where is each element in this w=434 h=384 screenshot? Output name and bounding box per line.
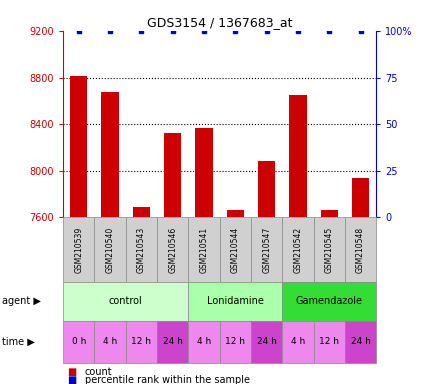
Text: 12 h: 12 h [131, 337, 151, 346]
Text: 4 h: 4 h [197, 337, 210, 346]
Bar [70, 76, 87, 217]
Bar [226, 210, 243, 217]
Bar [289, 95, 306, 217]
Text: GSM210547: GSM210547 [262, 227, 270, 273]
Bar [101, 92, 118, 217]
Text: GSM210546: GSM210546 [168, 227, 177, 273]
Bar [195, 128, 212, 217]
Text: GSM210543: GSM210543 [137, 227, 145, 273]
Text: GSM210544: GSM210544 [230, 227, 239, 273]
Text: Gamendazole: Gamendazole [295, 296, 362, 306]
Text: 24 h: 24 h [350, 337, 370, 346]
Text: 12 h: 12 h [225, 337, 245, 346]
Text: 24 h: 24 h [256, 337, 276, 346]
Text: GSM210548: GSM210548 [355, 227, 364, 273]
Text: 0 h: 0 h [71, 337, 86, 346]
Text: GSM210545: GSM210545 [324, 227, 333, 273]
Text: GSM210542: GSM210542 [293, 227, 302, 273]
Text: time ▶: time ▶ [2, 337, 35, 347]
Bar [164, 134, 181, 217]
Bar [351, 177, 368, 217]
Bar [132, 207, 150, 217]
Text: percentile rank within the sample: percentile rank within the sample [85, 375, 249, 384]
Text: 4 h: 4 h [103, 337, 117, 346]
Text: control: control [108, 296, 142, 306]
Title: GDS3154 / 1367683_at: GDS3154 / 1367683_at [147, 16, 292, 29]
Text: ■: ■ [67, 375, 76, 384]
Text: GSM210540: GSM210540 [105, 227, 114, 273]
Text: 12 h: 12 h [319, 337, 339, 346]
Text: GSM210541: GSM210541 [199, 227, 208, 273]
Text: GSM210539: GSM210539 [74, 227, 83, 273]
Text: agent ▶: agent ▶ [2, 296, 41, 306]
Text: ■: ■ [67, 367, 76, 377]
Text: 4 h: 4 h [290, 337, 304, 346]
Text: count: count [85, 367, 112, 377]
Text: Lonidamine: Lonidamine [207, 296, 263, 306]
Text: 24 h: 24 h [162, 337, 182, 346]
Bar [257, 161, 275, 217]
Bar [320, 210, 337, 217]
